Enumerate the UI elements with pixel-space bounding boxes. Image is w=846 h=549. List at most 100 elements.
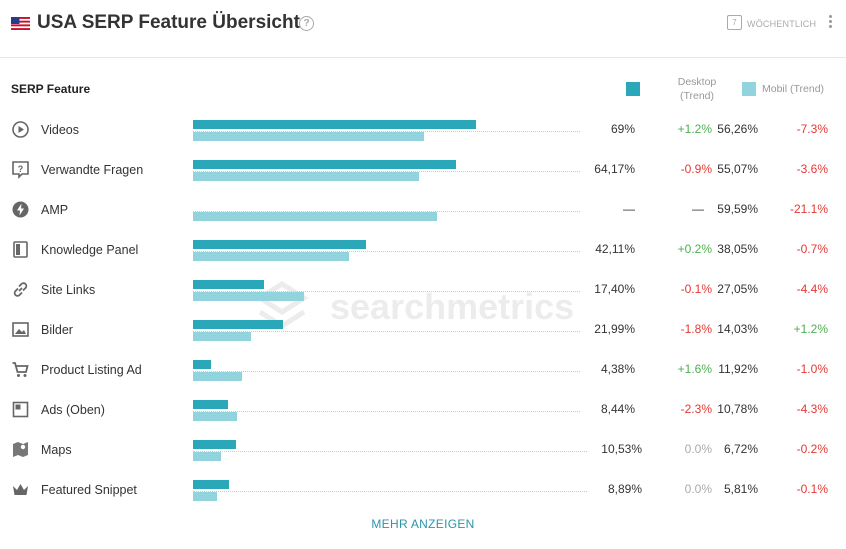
feature-label: Maps xyxy=(41,443,72,457)
desktop-value: 8,89% xyxy=(607,482,642,496)
feature-label: AMP xyxy=(41,203,69,217)
table-row[interactable]: Maps 10,53% 0.0% 6,72% -0.2% xyxy=(0,440,846,480)
desktop-trend: — xyxy=(692,202,704,216)
feature-label: Knowledge Panel xyxy=(41,243,139,257)
link-icon xyxy=(13,282,28,297)
feature-label: Site Links xyxy=(41,283,96,297)
mobile-trend: -21.1% xyxy=(789,202,828,216)
legend-desktop-swatch xyxy=(626,82,640,96)
mobile-trend: -3.6% xyxy=(796,162,828,176)
row-guide-line xyxy=(193,331,580,332)
row-guide-line xyxy=(193,211,580,212)
period-label[interactable]: WÖCHENTLICH xyxy=(747,19,817,29)
legend-mobile-label: Mobil (Trend) xyxy=(762,83,825,95)
row-guide-line xyxy=(193,131,580,132)
column-header: SERP Feature xyxy=(11,82,91,96)
row-guide-line xyxy=(193,411,580,412)
desktop-value: 21,99% xyxy=(594,322,635,336)
bar-mobile xyxy=(193,292,304,301)
calendar-icon[interactable]: 7 xyxy=(727,15,742,30)
mobile-value: 14,03% xyxy=(717,322,758,336)
mobile-value: 6,72% xyxy=(723,442,758,456)
desktop-trend: -0.1% xyxy=(680,282,712,296)
row-guide-line xyxy=(193,451,587,452)
row-guide-line xyxy=(193,491,587,492)
feature-label: Verwandte Fragen xyxy=(41,163,144,177)
feature-label: Ads (Oben) xyxy=(41,403,105,417)
feature-label: Bilder xyxy=(41,323,73,337)
desktop-value: 17,40% xyxy=(594,282,635,296)
mobile-trend: -4.4% xyxy=(796,282,828,296)
row-guide-line xyxy=(193,171,580,172)
svg-text:?: ? xyxy=(18,164,24,174)
table-row[interactable]: Videos 69% +1.2% 56,26% -7.3% xyxy=(0,120,846,160)
bar-mobile xyxy=(193,212,437,221)
table-row[interactable]: Ads (Oben) 8,44% -2.3% 10,78% -4.3% xyxy=(0,400,846,440)
bar-desktop xyxy=(193,320,283,329)
legend-desktop-label: Desktop (Trend) xyxy=(672,75,722,103)
desktop-trend: -1.8% xyxy=(680,322,712,336)
row-guide-line xyxy=(193,371,580,372)
desktop-value: 4,38% xyxy=(600,362,635,376)
table-row[interactable]: Site Links 17,40% -0.1% 27,05% -4.4% xyxy=(0,280,846,320)
bar-mobile xyxy=(193,452,221,461)
help-icon[interactable]: ? xyxy=(299,16,314,31)
desktop-trend: 0.0% xyxy=(684,442,712,456)
bar-mobile xyxy=(193,132,424,141)
cart-icon xyxy=(12,362,29,377)
bar-desktop xyxy=(193,360,211,369)
table-row[interactable]: ? Verwandte Fragen 64,17% -0.9% 55,07% -3.6% xyxy=(0,160,846,200)
row-guide-line xyxy=(193,251,580,252)
table-row[interactable]: AMP — — 59,59% -21.1% xyxy=(0,200,846,240)
desktop-trend: +0.2% xyxy=(677,242,712,256)
table-row[interactable]: Knowledge Panel 42,11% +0.2% 38,05% -0.7% xyxy=(0,240,846,280)
desktop-value: — xyxy=(623,202,635,216)
desktop-trend: +1.6% xyxy=(677,362,712,376)
ad-block-icon xyxy=(12,401,29,418)
widget-header: USA SERP Feature Übersicht ? 7 WÖCHENTLI… xyxy=(0,0,846,58)
map-icon xyxy=(13,442,28,457)
row-guide-line xyxy=(193,291,580,292)
mobile-value: 59,59% xyxy=(717,202,758,216)
mobile-trend: -7.3% xyxy=(796,122,828,136)
mobile-value: 38,05% xyxy=(717,242,758,256)
feature-label: Product Listing Ad xyxy=(41,363,142,377)
crown-icon xyxy=(13,484,28,495)
table-row[interactable]: Featured Snippet 8,89% 0.0% 5,81% -0.1% xyxy=(0,480,846,520)
desktop-value: 42,11% xyxy=(595,242,635,256)
desktop-trend: -2.3% xyxy=(680,402,712,416)
legend-desktop-line2: (Trend) xyxy=(679,90,715,102)
bar-desktop xyxy=(193,400,228,409)
lightning-icon xyxy=(12,201,29,218)
play-circle-icon xyxy=(12,121,29,138)
feature-label: Featured Snippet xyxy=(41,483,137,497)
bar-mobile xyxy=(193,492,217,501)
bar-mobile xyxy=(193,252,349,261)
desktop-value: 64,17% xyxy=(594,162,635,176)
mobile-value: 27,05% xyxy=(717,282,758,296)
mobile-value: 55,07% xyxy=(717,162,758,176)
desktop-trend: +1.2% xyxy=(677,122,712,136)
us-flag-icon xyxy=(11,17,30,30)
bar-mobile xyxy=(193,172,419,181)
legend-mobile-swatch xyxy=(742,82,756,96)
bar-mobile xyxy=(193,332,251,341)
page-title: USA SERP Feature Übersicht xyxy=(37,12,300,33)
bar-desktop xyxy=(193,280,264,289)
table-row[interactable]: Product Listing Ad 4,38% +1.6% 11,92% -1.0% xyxy=(0,360,846,400)
feature-label: Videos xyxy=(41,123,79,137)
bar-desktop xyxy=(193,240,366,249)
image-icon xyxy=(12,322,29,337)
legend-desktop-line1: Desktop xyxy=(677,76,717,88)
show-more-link[interactable]: MEHR ANZEIGEN xyxy=(371,517,475,531)
bar-desktop xyxy=(193,480,229,489)
desktop-trend: 0.0% xyxy=(684,482,712,496)
bar-desktop xyxy=(193,440,236,449)
table-row[interactable]: Bilder 21,99% -1.8% 14,03% +1.2% xyxy=(0,320,846,360)
mobile-trend: -1.0% xyxy=(796,362,828,376)
mobile-value: 11,92% xyxy=(718,362,758,376)
more-options-icon[interactable] xyxy=(829,15,833,30)
bar-desktop xyxy=(193,160,456,169)
mobile-value: 56,26% xyxy=(717,122,758,136)
mobile-trend: -0.1% xyxy=(796,482,828,496)
